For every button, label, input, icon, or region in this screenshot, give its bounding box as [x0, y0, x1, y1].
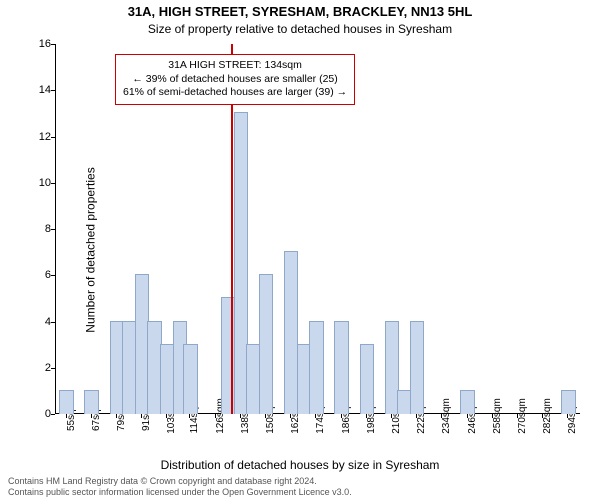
x-tick-mark [189, 414, 190, 418]
histogram-bar [460, 390, 475, 414]
y-tick-mark [51, 183, 55, 184]
x-tick-mark [141, 414, 142, 418]
y-tick-label: 16 [39, 38, 51, 50]
histogram-bar [84, 390, 99, 414]
chart-title-main: 31A, HIGH STREET, SYRESHAM, BRACKLEY, NN… [0, 4, 600, 19]
x-tick-label: 234sqm [441, 398, 452, 434]
x-tick-mark [166, 414, 167, 418]
x-tick-label: 270sqm [517, 398, 528, 434]
y-tick-label: 10 [39, 177, 51, 189]
x-tick-mark [441, 414, 442, 418]
y-tick-mark [51, 322, 55, 323]
x-tick-mark [366, 414, 367, 418]
footer-attribution: Contains HM Land Registry data © Crown c… [8, 476, 592, 498]
histogram-bar [183, 344, 198, 414]
x-axis-label: Distribution of detached houses by size … [0, 458, 600, 472]
y-tick-mark [51, 275, 55, 276]
y-tick-mark [51, 137, 55, 138]
x-tick-label: 258sqm [492, 398, 503, 434]
info-box: 31A HIGH STREET: 134sqm← 39% of detached… [115, 54, 355, 105]
x-tick-mark [290, 414, 291, 418]
histogram-bar [334, 321, 349, 415]
infobox-line2: ← 39% of detached houses are smaller (25… [123, 73, 347, 87]
x-tick-mark [341, 414, 342, 418]
histogram-bar [59, 390, 74, 414]
footer-line2: Contains public sector information licen… [8, 487, 352, 497]
histogram-bar [410, 321, 425, 415]
plot-area: 024681012141655sqm67sqm79sqm91sqm103sqm1… [55, 44, 580, 414]
chart-container: 31A, HIGH STREET, SYRESHAM, BRACKLEY, NN… [0, 0, 600, 500]
x-tick-mark [265, 414, 266, 418]
infobox-line3: 61% of semi-detached houses are larger (… [123, 86, 347, 100]
x-tick-mark [215, 414, 216, 418]
y-tick-mark [51, 90, 55, 91]
x-tick-mark [315, 414, 316, 418]
x-tick-mark [567, 414, 568, 418]
y-tick-mark [51, 368, 55, 369]
y-tick-label: 12 [39, 131, 51, 143]
chart-title-sub: Size of property relative to detached ho… [0, 22, 600, 36]
infobox-line1: 31A HIGH STREET: 134sqm [123, 59, 347, 73]
footer-line1: Contains HM Land Registry data © Crown c… [8, 476, 317, 486]
x-tick-mark [391, 414, 392, 418]
x-tick-mark [542, 414, 543, 418]
x-tick-mark [467, 414, 468, 418]
histogram-bar [360, 344, 375, 414]
x-tick-mark [492, 414, 493, 418]
y-tick-label: 14 [39, 84, 51, 96]
y-tick-mark [51, 414, 55, 415]
x-tick-mark [517, 414, 518, 418]
x-tick-mark [66, 414, 67, 418]
y-axis-line [55, 44, 56, 414]
y-tick-mark [51, 229, 55, 230]
x-tick-mark [91, 414, 92, 418]
histogram-bar [259, 274, 274, 414]
x-tick-mark [116, 414, 117, 418]
x-tick-label: 282sqm [542, 398, 553, 434]
histogram-bar [561, 390, 576, 414]
x-tick-mark [240, 414, 241, 418]
x-tick-mark [416, 414, 417, 418]
histogram-bar [309, 321, 324, 415]
y-tick-mark [51, 44, 55, 45]
